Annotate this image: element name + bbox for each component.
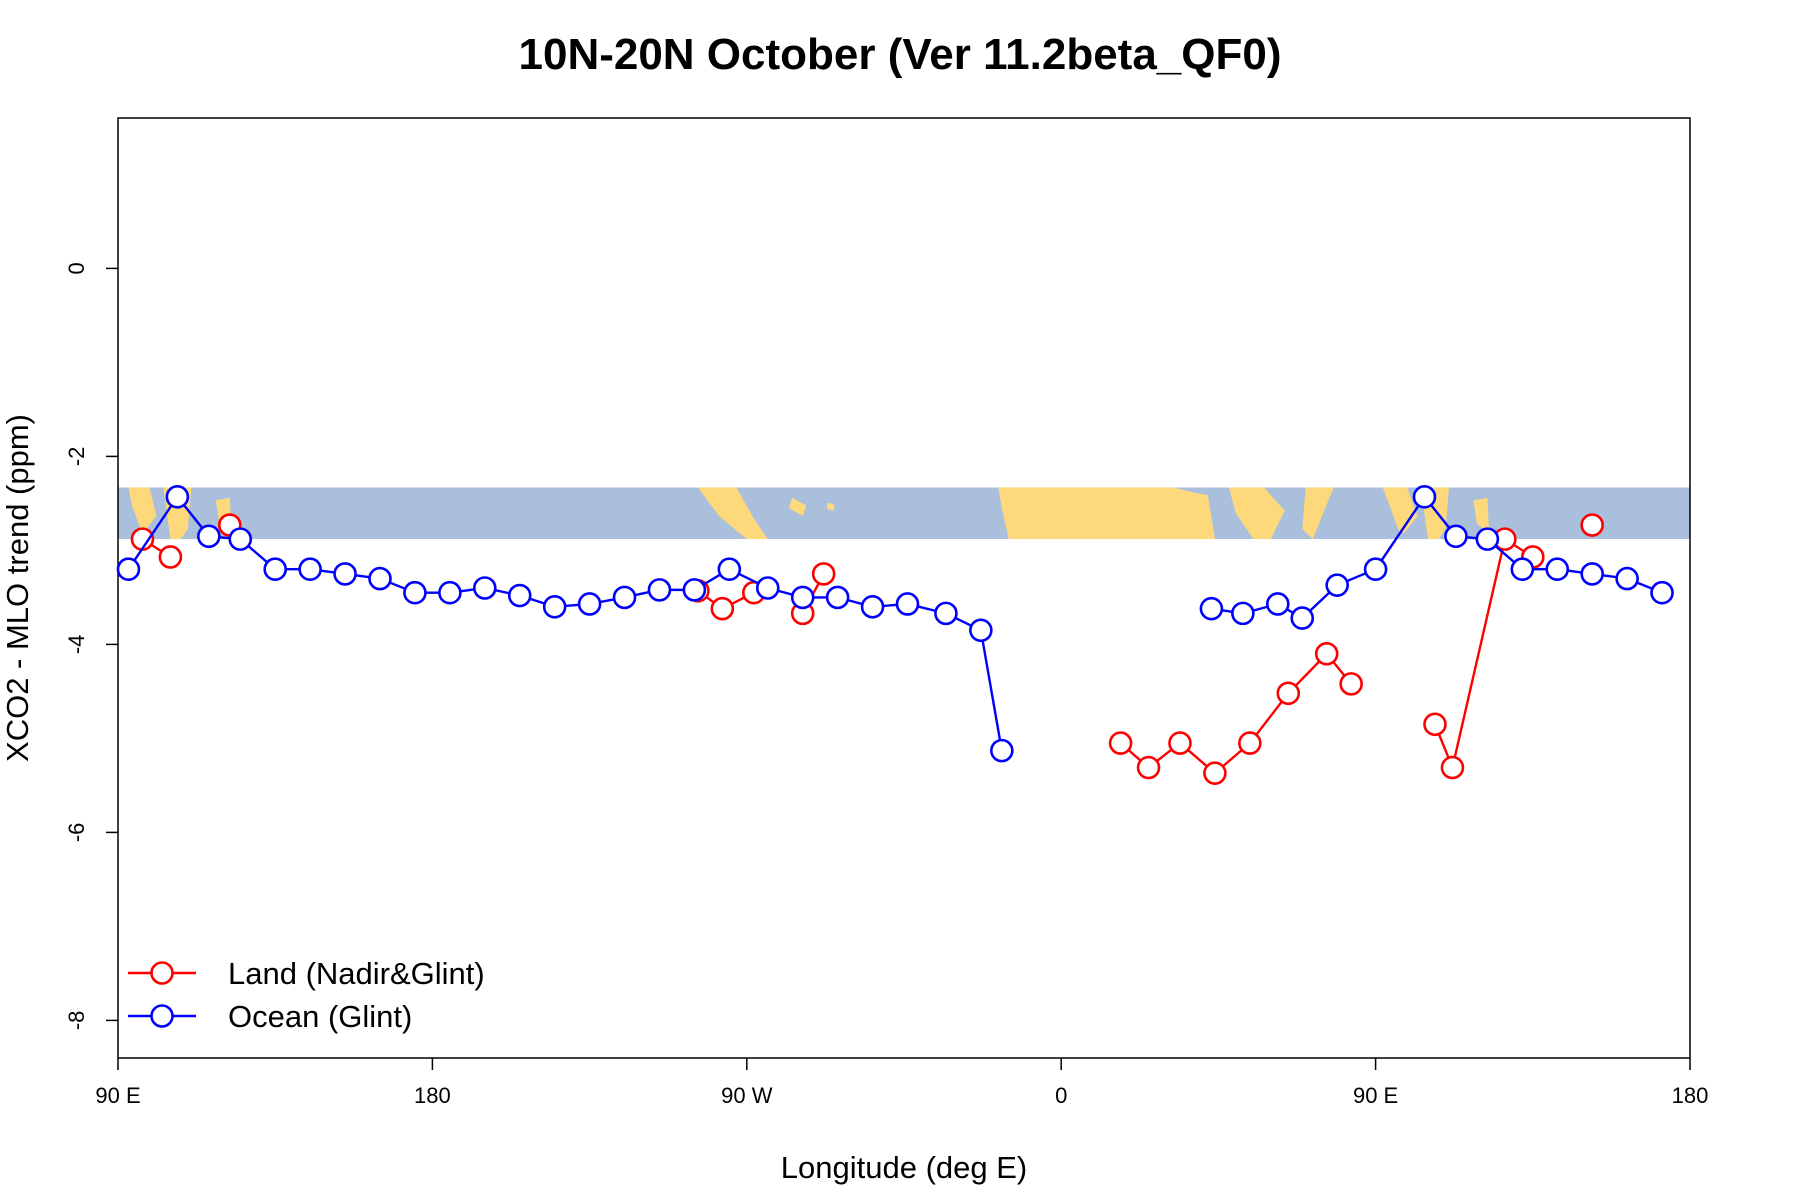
ocean-data-point xyxy=(472,576,497,600)
ocean-data-point xyxy=(1290,606,1315,630)
x-axis-label: Longitude (deg E) xyxy=(781,1150,1027,1185)
legend-label-land: Land (Nadir&Glint) xyxy=(228,956,485,991)
x-axis: 90 E 180 90 W 0 90 E 180 xyxy=(95,1058,1708,1108)
ocean-data-point xyxy=(1199,596,1224,621)
land-data-point xyxy=(811,562,836,586)
plot-frame xyxy=(117,117,1691,1059)
land-series xyxy=(130,513,1604,785)
y-axis-label: XCO2 - MLO trend (ppm) xyxy=(0,414,35,762)
land-data-point xyxy=(1440,755,1465,780)
land-shape xyxy=(998,487,1215,540)
ocean-data-point xyxy=(969,618,993,643)
land-data-point xyxy=(1580,513,1604,537)
x-tick-label: 90 W xyxy=(721,1083,773,1108)
land-data-point xyxy=(1276,681,1301,706)
ocean-data-point xyxy=(1231,601,1255,626)
land-shape xyxy=(827,502,835,511)
legend-marker-ocean xyxy=(150,1004,174,1028)
ocean-data-point xyxy=(1615,566,1639,591)
ocean-data-point xyxy=(934,601,958,626)
ocean-data-point xyxy=(403,580,427,605)
ocean-data-point xyxy=(197,524,221,549)
land-series-line xyxy=(1433,537,1534,772)
y-tick-label: -8 xyxy=(64,1011,89,1031)
land-data-point xyxy=(1168,731,1192,755)
ocean-data-point xyxy=(1545,557,1570,582)
land-shape xyxy=(1473,497,1490,534)
ocean-data-point xyxy=(790,585,815,610)
land-data-point xyxy=(1136,755,1161,780)
ocean-data-point xyxy=(755,576,780,600)
ocean-data-point xyxy=(1363,557,1388,582)
ocean-data-point xyxy=(1412,485,1437,509)
ocean-data-point xyxy=(368,566,392,591)
ocean-data-point xyxy=(577,592,602,616)
land-data-point xyxy=(158,545,183,569)
ocean-data-point xyxy=(1475,527,1500,551)
land-data-point xyxy=(1203,761,1227,785)
ocean-data-point xyxy=(116,557,141,582)
land-shape xyxy=(128,487,157,534)
y-tick-label: -4 xyxy=(64,635,89,655)
land-data-point xyxy=(710,596,735,621)
ocean-data-point xyxy=(895,592,920,616)
ocean-data-point xyxy=(507,583,532,608)
legend-marker-land xyxy=(150,961,174,985)
ocean-data-point xyxy=(990,738,1014,763)
y-tick-label: 0 xyxy=(64,262,89,274)
ocean-data-point xyxy=(438,580,462,605)
land-shape xyxy=(788,497,807,516)
x-tick-label: 90 E xyxy=(1353,1083,1398,1108)
ocean-data-point xyxy=(647,578,672,602)
land-data-point xyxy=(1314,641,1339,666)
land-shape xyxy=(1382,487,1418,534)
ocean-data-point xyxy=(860,594,885,619)
ocean-data-point xyxy=(682,578,707,602)
ocean-data-point xyxy=(298,557,322,582)
ocean-data-point xyxy=(1325,573,1349,597)
ocean-data-point xyxy=(1265,592,1290,616)
ocean-data-point xyxy=(228,527,253,551)
ocean-data-point xyxy=(542,594,567,619)
ocean-data-point xyxy=(612,585,637,610)
y-axis: 0 -2 -4 -6 -8 xyxy=(64,262,118,1030)
land-data-point xyxy=(1238,731,1262,755)
x-tick-label: 0 xyxy=(1055,1083,1067,1108)
ocean-data-point xyxy=(717,557,742,582)
land-data-point xyxy=(1423,712,1447,737)
chart-title: 10N-20N October (Ver 11.2beta_QF0) xyxy=(518,30,1282,79)
land-data-point xyxy=(1108,731,1133,755)
legend-label-ocean: Ocean (Glint) xyxy=(228,999,412,1034)
ocean-data-point xyxy=(263,557,288,582)
ocean-data-point xyxy=(165,485,190,509)
ocean-data-point xyxy=(1650,580,1674,605)
land-shape xyxy=(1302,487,1334,540)
x-tick-label: 180 xyxy=(414,1083,451,1108)
series-layer xyxy=(116,485,1674,785)
y-tick-label: -2 xyxy=(64,447,89,467)
land-shape xyxy=(697,487,768,540)
ocean-series xyxy=(116,485,1674,763)
land-data-point xyxy=(1339,672,1363,696)
x-tick-label: 180 xyxy=(1672,1083,1709,1108)
ocean-data-point xyxy=(1580,562,1604,586)
land-shape xyxy=(1228,487,1285,540)
y-tick-label: -6 xyxy=(64,823,89,843)
ocean-data-point xyxy=(825,585,850,610)
legend: Land (Nadir&Glint) Ocean (Glint) xyxy=(128,956,485,1034)
ocean-data-point xyxy=(1444,524,1468,549)
x-tick-label: 90 E xyxy=(95,1083,140,1108)
land-series-line xyxy=(1119,651,1353,775)
ocean-data-point xyxy=(1510,557,1535,582)
ocean-data-point xyxy=(333,562,357,586)
